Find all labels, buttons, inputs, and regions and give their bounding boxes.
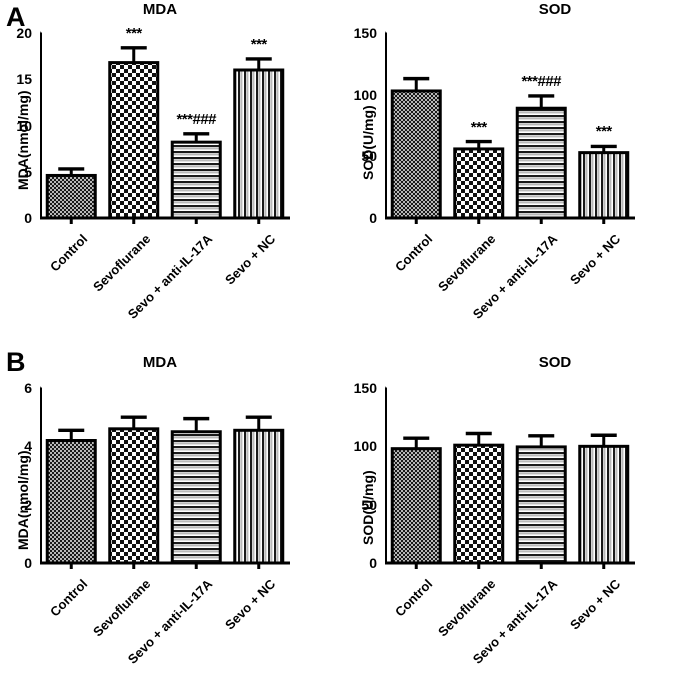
x-category-label: Sevo + anti-IL-17A xyxy=(469,576,561,667)
x-category-label: Sevoflurane xyxy=(434,231,499,295)
y-tick-label: 20 xyxy=(16,25,32,41)
bar xyxy=(578,444,630,565)
significance-annotation: *** xyxy=(595,123,613,141)
y-tick-label: 0 xyxy=(369,555,377,571)
bar xyxy=(233,68,285,220)
panel-a: A MDA MDA(nmol/mg) SOD SOD(U/mg) xyxy=(0,0,685,330)
x-category-label: Sevo + NC xyxy=(221,576,279,633)
y-tick-label: 2 xyxy=(24,496,32,513)
y-tick-label: 150 xyxy=(353,380,377,396)
bar xyxy=(453,443,505,565)
x-category-label: Sevo + anti-IL-17A xyxy=(124,576,216,667)
y-axis-title-a-sod: SOD(U/mg) xyxy=(360,105,376,180)
significance-annotation: *** xyxy=(250,35,268,53)
significance-annotation: *** xyxy=(125,24,143,42)
y-tick-label: 4 xyxy=(24,438,32,455)
figure-root: A MDA MDA(nmol/mg) SOD SOD(U/mg) xyxy=(0,0,685,667)
bar xyxy=(390,89,442,220)
bar xyxy=(390,447,442,565)
y-tick-label: 10 xyxy=(16,117,32,134)
bar xyxy=(108,427,160,565)
chart-title-a-sod: SOD xyxy=(538,1,572,18)
bar xyxy=(453,147,505,220)
bar xyxy=(170,430,222,565)
y-tick-label: 100 xyxy=(353,438,377,455)
y-tick-label: 50 xyxy=(361,496,377,513)
bar xyxy=(515,445,567,565)
plot-area-a-sod xyxy=(385,25,639,230)
chart-title-b-mda: MDA xyxy=(142,354,178,371)
x-category-label: Control xyxy=(392,231,436,275)
x-category-label: Control xyxy=(392,576,436,620)
chart-title-b-sod: SOD xyxy=(538,354,572,371)
bar xyxy=(45,439,97,565)
x-category-label: Sevo + anti-IL-17A xyxy=(469,231,561,322)
y-tick-label: 0 xyxy=(24,210,32,226)
bar xyxy=(233,428,285,565)
panel-letter-b: B xyxy=(6,347,26,377)
bar xyxy=(578,151,630,220)
x-category-label: Sevo + NC xyxy=(566,231,624,288)
y-tick-label: 100 xyxy=(353,86,377,103)
x-category-label: Sevoflurane xyxy=(434,576,499,640)
bar xyxy=(170,140,222,220)
chart-title-a-mda: MDA xyxy=(142,1,178,18)
y-tick-label: 6 xyxy=(24,380,32,396)
x-category-label: Sevo + anti-IL-17A xyxy=(124,231,216,322)
x-category-label: Sevo + NC xyxy=(221,231,279,288)
y-tick-label: 0 xyxy=(24,555,32,571)
y-tick-label: 150 xyxy=(353,25,377,41)
x-category-label: Sevoflurane xyxy=(89,231,154,295)
x-category-label: Sevoflurane xyxy=(89,576,154,640)
y-tick-label: 5 xyxy=(24,163,32,180)
panel-b: B MDA MDA(nmol/mg) SOD SOD(U/mg) xyxy=(0,345,685,667)
y-tick-label: 15 xyxy=(16,71,32,88)
plot-area-b-sod xyxy=(385,380,639,575)
bar xyxy=(45,173,97,220)
bar xyxy=(515,106,567,220)
plot-area-a-mda xyxy=(40,25,294,230)
significance-annotation: ***### xyxy=(176,110,217,128)
x-category-label: Sevo + NC xyxy=(566,576,624,633)
y-tick-label: 0 xyxy=(369,210,377,226)
panel-letter-a: A xyxy=(6,2,26,32)
plot-area-b-mda xyxy=(40,380,294,575)
significance-annotation: ***### xyxy=(521,72,562,90)
bar xyxy=(108,61,160,220)
y-tick-label: 50 xyxy=(361,148,377,165)
significance-annotation: *** xyxy=(470,118,488,136)
